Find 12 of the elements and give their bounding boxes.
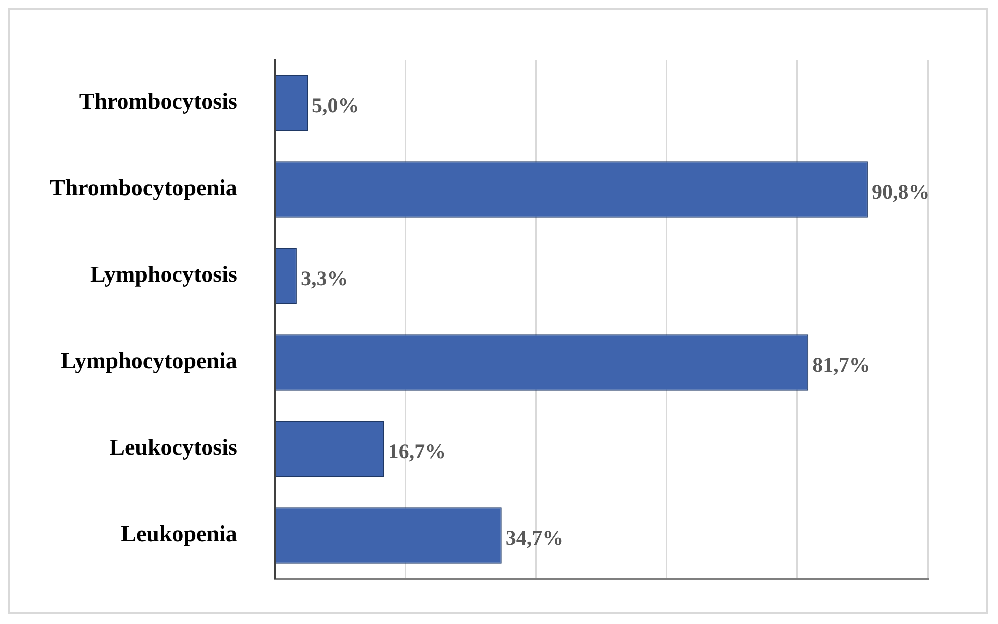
y-tick-label: Thrombocytopenia bbox=[50, 176, 238, 201]
data-label: 16,7% bbox=[388, 440, 446, 464]
y-tick-label: Leukocytosis bbox=[110, 435, 238, 460]
data-label: 5,0% bbox=[312, 94, 360, 118]
y-tick-label: Lymphocytosis bbox=[90, 262, 238, 288]
data-label: 3,3% bbox=[300, 266, 348, 291]
y-tick-label: Lymphocytopenia bbox=[61, 348, 238, 374]
data-label: 34,7% bbox=[506, 526, 564, 550]
data-label: 81,7% bbox=[812, 353, 870, 378]
y-tick-label: Thrombocytosis bbox=[79, 89, 238, 114]
data-label: 90,8% bbox=[872, 180, 930, 204]
y-tick-label: Leukopenia bbox=[121, 522, 238, 547]
